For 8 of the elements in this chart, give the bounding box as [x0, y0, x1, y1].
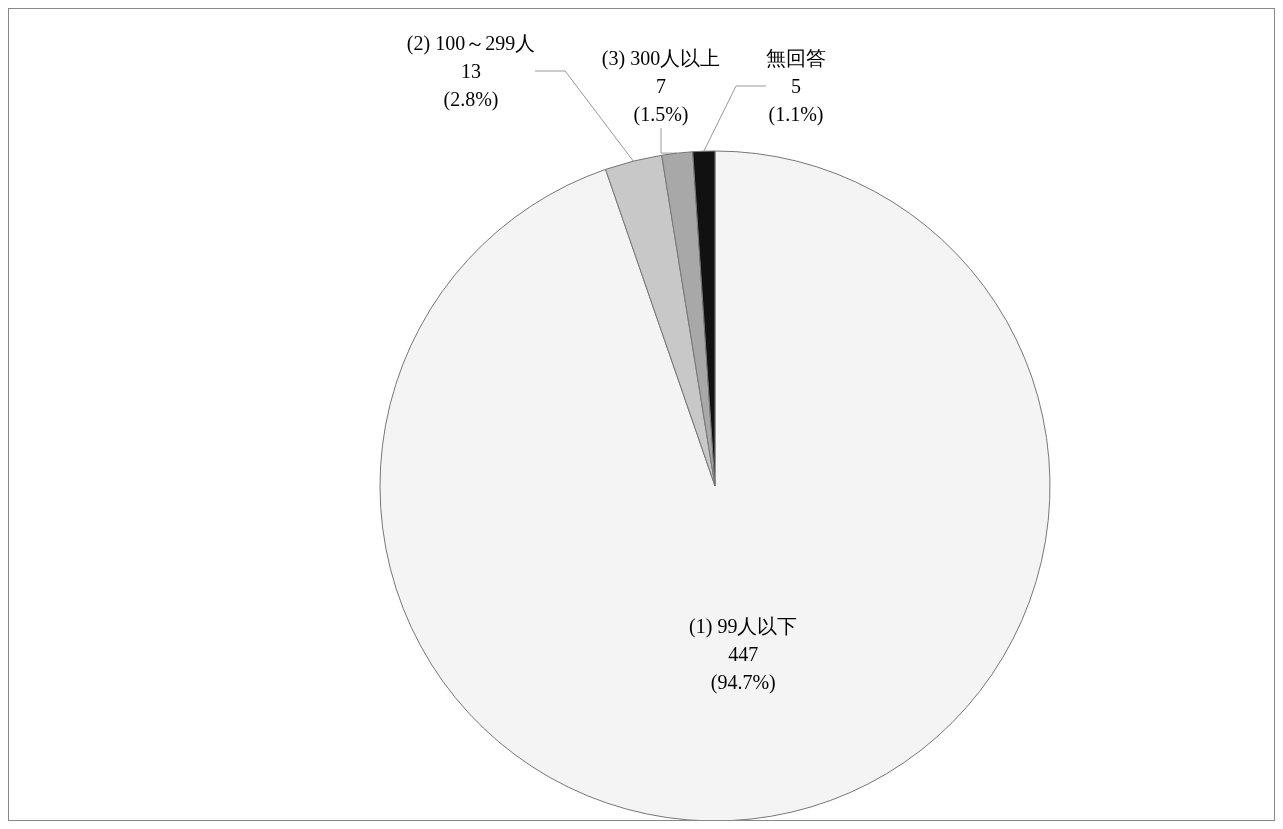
data-label: 447 (94.7%)	[710, 643, 776, 695]
data-label: 5 (1.1%)	[768, 75, 824, 126]
slice-label: 無回答	[766, 47, 826, 69]
data-label: 13 (2.8%)	[443, 60, 499, 111]
slice-label: (1) 99人以下	[689, 615, 798, 639]
slice-label: (2) 100～299人	[406, 32, 536, 55]
data-label: 7 (1.5%)	[633, 75, 689, 126]
slice-label: (3) 300人以上	[601, 47, 721, 70]
